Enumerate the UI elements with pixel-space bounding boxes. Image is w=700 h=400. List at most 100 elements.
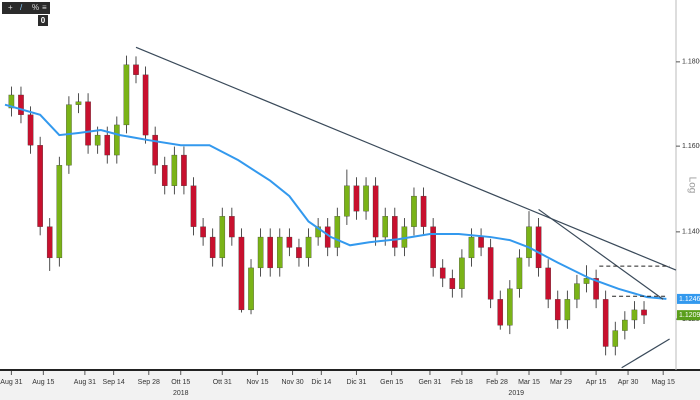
candle-body: [104, 134, 111, 156]
x-tick-label: Mag 15: [652, 379, 675, 386]
trend-line: [135, 46, 677, 271]
candle-body: [190, 185, 197, 227]
candle-body: [516, 257, 523, 289]
candle-body: [305, 236, 312, 259]
candle-body: [219, 216, 226, 259]
candle-body: [641, 309, 647, 316]
candle-body: [411, 195, 417, 227]
x-tick-label: Nov 30: [281, 379, 303, 386]
candle-body: [286, 236, 293, 248]
x-tick-label: Ott 31: [213, 379, 232, 386]
candle-body: [430, 226, 436, 269]
candle-body: [535, 226, 542, 269]
candle-body: [248, 267, 254, 311]
candle-body: [56, 165, 63, 259]
trend-line: [621, 338, 670, 369]
x-tick-label: Aug 15: [32, 379, 54, 386]
price-tag-label: 1.1209: [679, 312, 700, 319]
tool-icon[interactable]: /: [20, 3, 23, 12]
candle-body: [46, 226, 53, 259]
x-tick-label: Mar 15: [518, 379, 540, 386]
candle-body: [229, 216, 235, 238]
x-tick-label: Dic 14: [311, 379, 331, 386]
candle-body: [296, 247, 302, 259]
candle-body: [181, 154, 187, 186]
candle-body: [85, 101, 91, 146]
candle-body: [353, 185, 360, 212]
candle-body: [171, 154, 178, 186]
candle-body: [315, 226, 321, 238]
x-tick-label: Nov 15: [246, 379, 268, 386]
tool-icon[interactable]: %: [32, 3, 39, 12]
x-tick-label: Feb 18: [451, 379, 473, 386]
x-tick-label: Apr 15: [586, 379, 607, 386]
candle-body: [334, 216, 341, 248]
y-tick-label: 1.1600: [682, 143, 700, 150]
x-tick-label: Dic 31: [347, 379, 367, 386]
candle-body: [564, 299, 571, 321]
candle-body: [114, 124, 120, 156]
candle-body: [18, 94, 24, 115]
candle-body: [507, 288, 513, 326]
candle-body: [37, 145, 43, 227]
year-label: 2018: [173, 390, 189, 397]
candle-body: [631, 309, 638, 321]
candle-body: [133, 64, 139, 75]
x-tick-label: Apr 30: [618, 379, 639, 386]
candle-body: [478, 236, 484, 248]
candle-body: [75, 101, 82, 105]
x-tick-label: Sep 14: [103, 379, 125, 386]
y-tick-label: 1.1400: [682, 229, 700, 236]
candle-body: [200, 226, 206, 238]
candle-body: [382, 216, 389, 238]
toolbar-bg: [2, 2, 50, 14]
candle-body: [392, 216, 398, 248]
candle-body: [420, 195, 427, 227]
candle-body: [612, 330, 619, 347]
candle-body: [209, 236, 216, 259]
badge: 0: [41, 16, 46, 25]
candle-body: [238, 236, 245, 311]
candle-body: [267, 236, 273, 269]
candle-body: [593, 278, 599, 300]
toolbar: + / % ≡ 0: [2, 2, 50, 26]
candle-body: [27, 114, 34, 146]
candle-body: [487, 247, 494, 300]
candle-body: [574, 283, 580, 300]
candle-body: [554, 299, 561, 321]
tool-icon[interactable]: +: [8, 3, 13, 12]
candle-body: [152, 134, 158, 166]
candle-body: [123, 64, 130, 126]
candle-body: [142, 74, 149, 136]
x-tick-label: Aug 31: [74, 379, 96, 386]
candle-body: [161, 165, 168, 186]
x-tick-label: Sep 28: [138, 379, 160, 386]
x-tick-label: Gen 15: [380, 379, 403, 386]
x-tick-label: Ott 15: [171, 379, 190, 386]
candle-body: [372, 185, 379, 238]
candle-body: [622, 319, 628, 331]
candle-body: [276, 236, 283, 269]
x-tick-label: Mar 29: [550, 379, 572, 386]
candle-body: [363, 185, 369, 212]
scale-label: Log: [686, 177, 697, 194]
moving-average: [4, 103, 667, 300]
candle-body: [602, 299, 609, 347]
trend-line: [538, 208, 664, 300]
candle-body: [497, 299, 504, 326]
candle-body: [94, 134, 101, 146]
candle-body: [449, 278, 456, 289]
date-band: [0, 370, 700, 400]
candle-body: [459, 257, 465, 289]
candle-body: [8, 94, 15, 109]
year-label: 2019: [508, 390, 524, 397]
price-tag-label: 1.1246: [679, 296, 700, 303]
tool-icon[interactable]: ≡: [42, 3, 47, 12]
candle-body: [526, 226, 532, 259]
x-tick-label: Aug 31: [0, 379, 22, 386]
y-tick-label: 1.1800: [682, 59, 700, 66]
candle-body: [583, 278, 590, 284]
